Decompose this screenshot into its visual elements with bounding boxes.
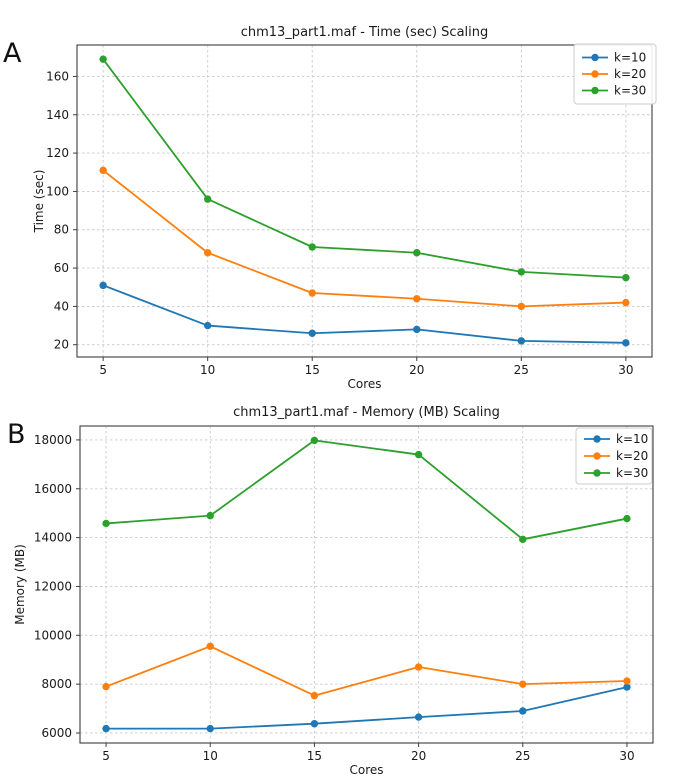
data-point xyxy=(622,339,630,347)
chart-title: chm13_part1.maf - Time (sec) Scaling xyxy=(241,25,489,40)
data-point xyxy=(623,683,631,691)
x-tick-label: 15 xyxy=(305,363,320,377)
data-point xyxy=(519,680,527,688)
x-tick-label: 30 xyxy=(618,363,633,377)
y-tick-label: 140 xyxy=(46,108,69,122)
series-line-k20 xyxy=(102,169,626,308)
y-axis-label: Time (sec) xyxy=(32,170,46,234)
data-point xyxy=(206,511,214,520)
data-point xyxy=(102,724,110,733)
data-point xyxy=(203,195,212,203)
data-point xyxy=(623,677,631,685)
data-point xyxy=(517,337,526,345)
x-tick-label: 20 xyxy=(409,363,424,377)
panel-label-a: A xyxy=(3,38,22,69)
figure-panel-b: B 5 10 15 20 25 30 6000 8000 10000 12000 14000 1600… xyxy=(0,390,685,778)
data-point xyxy=(99,55,107,63)
data-point xyxy=(99,166,107,175)
y-tick-label: 14000 xyxy=(34,531,72,545)
data-point xyxy=(623,514,631,523)
x-tick-label: 20 xyxy=(411,749,426,763)
data-point xyxy=(414,663,423,671)
data-point xyxy=(517,268,526,276)
legend-marker xyxy=(593,452,601,460)
y-tick-label: 40 xyxy=(54,299,69,313)
y-tick-label: 60 xyxy=(54,261,69,275)
data-point xyxy=(308,289,316,297)
data-point xyxy=(308,243,316,251)
data-point xyxy=(203,249,212,257)
y-tick-label: 8000 xyxy=(41,677,72,691)
y-axis-label: Memory (MB) xyxy=(13,544,27,625)
data-point xyxy=(413,325,421,334)
y-tick-label: 120 xyxy=(46,146,69,160)
data-point xyxy=(99,281,107,290)
y-tick-label: 80 xyxy=(54,223,69,237)
data-point xyxy=(102,682,110,691)
legend-label: k=20 xyxy=(616,449,648,463)
time-scaling-chart: 5 10 15 20 25 30 20 40 60 80 100 120 140 160 Cores Time… xyxy=(32,25,657,390)
plot-area xyxy=(79,425,654,744)
memory-scaling-chart: 5 10 15 20 25 30 6000 8000 10000 12000 14000 16000 1… xyxy=(13,405,654,777)
legend-marker xyxy=(593,469,601,477)
data-point xyxy=(206,642,214,650)
legend-marker xyxy=(593,435,601,443)
legend-label: k=30 xyxy=(616,466,648,480)
figure-panel-a: A 5 10 15 20 25 30 20 40 60 80 100 120 140 160 Cores Ti… xyxy=(3,25,657,390)
data-point xyxy=(519,707,527,715)
y-tick-label: 10000 xyxy=(34,628,72,642)
legend-marker xyxy=(591,70,599,78)
y-tick-label: 18000 xyxy=(34,433,72,447)
data-point xyxy=(519,535,527,544)
y-tick-label: 12000 xyxy=(34,579,72,593)
y-tick-label: 6000 xyxy=(41,726,72,740)
series-line-k10 xyxy=(106,686,628,730)
panel-label-b: B xyxy=(7,419,26,450)
series-line-k30 xyxy=(105,439,628,541)
legend-marker xyxy=(591,86,599,95)
series-line-k10 xyxy=(102,284,626,344)
y-tick-label: 160 xyxy=(46,69,69,83)
legend-label: k=30 xyxy=(614,84,646,98)
data-point xyxy=(622,298,630,307)
data-point xyxy=(413,295,421,303)
x-tick-label: 5 xyxy=(102,749,110,763)
legend-marker xyxy=(591,53,599,62)
data-point xyxy=(310,720,319,728)
legend-label: k=10 xyxy=(616,432,648,446)
data-point xyxy=(206,724,214,733)
x-tick-label: 25 xyxy=(514,363,529,377)
x-tick-label: 5 xyxy=(99,363,107,377)
data-point xyxy=(413,249,421,257)
y-tick-label: 16000 xyxy=(34,482,72,496)
data-point xyxy=(414,713,423,721)
x-axis-label: Cores xyxy=(349,763,383,777)
legend-label: k=10 xyxy=(614,51,646,65)
data-point xyxy=(203,321,212,330)
x-tick-label: 10 xyxy=(200,363,215,377)
legend-label: k=20 xyxy=(614,67,646,81)
x-axis-label: Cores xyxy=(347,377,381,390)
series-line-k20 xyxy=(105,645,627,697)
data-point xyxy=(622,273,630,282)
chart-title: chm13_part1.maf - Memory (MB) Scaling xyxy=(233,405,500,420)
y-tick-label: 20 xyxy=(54,338,69,352)
data-point xyxy=(414,450,423,459)
y-tick-label: 100 xyxy=(46,184,69,198)
x-tick-label: 30 xyxy=(619,749,634,763)
x-tick-label: 15 xyxy=(307,749,322,763)
data-point xyxy=(102,519,110,528)
data-point xyxy=(310,691,319,700)
x-tick-label: 10 xyxy=(203,749,218,763)
data-point xyxy=(308,329,316,337)
data-point xyxy=(517,302,526,311)
series-line-k30 xyxy=(102,58,626,279)
plot-area xyxy=(76,44,653,358)
data-point xyxy=(310,436,319,445)
x-tick-label: 25 xyxy=(515,749,530,763)
